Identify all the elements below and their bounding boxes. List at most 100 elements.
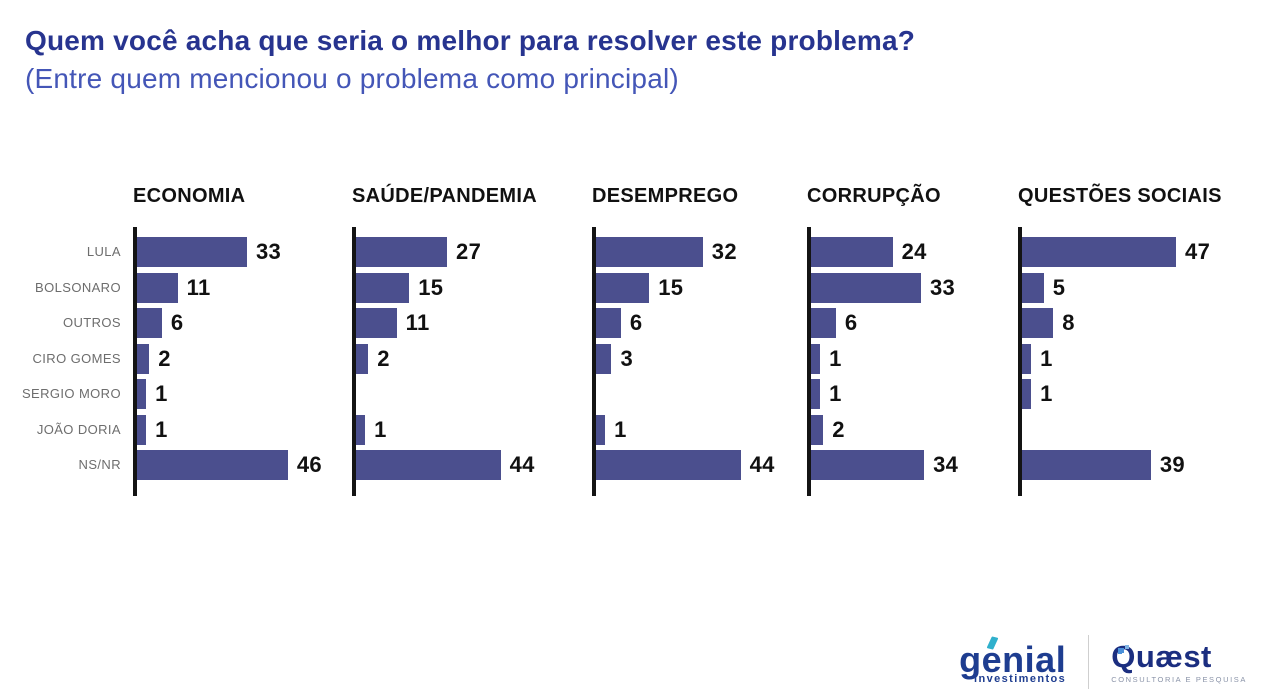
bar (596, 237, 703, 267)
bar-row: 6 (596, 308, 832, 338)
bar-row: 33 (811, 272, 1047, 303)
bar-row: 11 (137, 272, 373, 303)
bar-value-label: 3 (620, 345, 633, 371)
small-multiples-bar-charts: LULA BOLSONARO OUTROS CIRO GOMES SERGIO MORO… (0, 185, 1261, 505)
bar (137, 343, 150, 374)
bar-row: 2 (137, 343, 373, 374)
bar-value-label: 1 (614, 416, 627, 442)
bar-value-label: 32 (711, 239, 737, 264)
slide-header: Quem você acha que seria o melhor para r… (25, 22, 1235, 98)
bar-value-label: 1 (155, 416, 168, 442)
category-label: SERGIO MORO (21, 386, 121, 401)
bar-value-label: 44 (749, 452, 775, 477)
bar-value-label: 46 (296, 452, 322, 477)
bar-value-label: 6 (629, 310, 643, 335)
chart-title: DESEMPREGO (592, 185, 739, 207)
bar-row: 24 (811, 237, 1047, 267)
bar-row: 39 (1022, 450, 1258, 480)
bar-row: 6 (137, 308, 373, 338)
bar (356, 343, 369, 374)
chart-desemprego: DESEMPREGO 32 15 6 3 1 44 (592, 185, 832, 496)
logo-divider (1088, 635, 1090, 689)
bar-row: 33 (137, 237, 373, 267)
bar-row: 47 (1022, 237, 1258, 267)
bar-row: 8 (1022, 308, 1258, 338)
category-label: LULA (86, 244, 121, 259)
category-labels: LULA BOLSONARO OUTROS CIRO GOMES SERGIO MORO… (0, 227, 121, 480)
chart-title: SAÚDE/PANDEMIA (352, 185, 537, 207)
bar-value-label: 5 (1052, 274, 1066, 300)
chart-plot: 47 5 8 1 1 39 (1018, 227, 1258, 496)
quaest-logo: Quæst CONSULTORIA E PESQUISA (1111, 641, 1247, 684)
bar-value-label: 1 (829, 345, 842, 371)
page-title: Quem você acha que seria o melhor para r… (25, 25, 916, 56)
chart-economia: ECONOMIA 33 11 6 2 1 1 46 (133, 185, 373, 496)
bar-value-label: 39 (1159, 452, 1185, 477)
chart-corrupcao: CORRUPÇÃO 24 33 6 1 1 2 34 (807, 185, 1047, 496)
bar-row: 34 (811, 450, 1047, 480)
chart-title: ECONOMIA (133, 185, 246, 207)
category-label: OUTROS (62, 315, 121, 330)
bar (1022, 308, 1054, 338)
bar (596, 414, 606, 445)
quaest-q-mosaic-icon (1125, 644, 1130, 649)
bar (356, 414, 366, 445)
chart-title: CORRUPÇÃO (807, 185, 941, 207)
bar-row (1022, 415, 1258, 445)
bar-row: 15 (596, 272, 832, 303)
bar-value-label: 1 (1040, 381, 1053, 406)
bar-value-label: 1 (155, 381, 168, 406)
bar-value-label: 33 (255, 239, 282, 264)
bar-value-label: 2 (832, 416, 845, 442)
genial-wordmark: genial (959, 639, 1067, 680)
bar (356, 237, 448, 267)
quaest-q-mosaic-icon (1122, 652, 1127, 657)
bar (596, 343, 612, 374)
bar-row: 1 (137, 414, 373, 445)
bar-value-label: 15 (658, 274, 684, 300)
bar (811, 308, 836, 338)
genial-tagline: investimentos (974, 673, 1067, 685)
bar-value-label: 1 (829, 381, 842, 406)
bar-row (596, 379, 832, 409)
category-label: BOLSONARO (35, 279, 121, 295)
bar-row: 6 (811, 308, 1047, 338)
bar-row: 1 (137, 379, 373, 409)
bar-value-label: 44 (509, 452, 535, 477)
bar-value-label: 33 (929, 274, 956, 300)
bar-row: 1 (811, 379, 1047, 409)
bar-row: 3 (596, 343, 832, 374)
bar-row: 15 (356, 272, 592, 303)
bar-value-label: 24 (901, 239, 927, 264)
bar (811, 414, 824, 445)
category-label: NS/NR (78, 457, 121, 472)
bar (811, 343, 821, 374)
bar-row (356, 379, 592, 409)
bar (596, 272, 650, 303)
bar-value-label: 1 (374, 416, 387, 442)
bar (356, 272, 410, 303)
bar-row: 1 (1022, 379, 1258, 409)
bar (137, 308, 162, 338)
bar-row: 1 (811, 343, 1047, 374)
bar (1022, 343, 1032, 374)
bar-row: 5 (1022, 272, 1258, 303)
bar-row: 44 (356, 450, 592, 480)
bar (1022, 450, 1151, 480)
bar-row: 1 (1022, 343, 1258, 374)
bar (1022, 237, 1177, 267)
bar (596, 450, 741, 480)
bar (811, 450, 925, 480)
bar (137, 237, 247, 267)
chart-plot: 24 33 6 1 1 2 34 (807, 227, 1047, 496)
bar-value-label: 11 (186, 274, 211, 300)
quaest-wordmark: Quæst (1111, 641, 1247, 672)
chart-plot: 33 11 6 2 1 1 46 (133, 227, 373, 496)
bar-row: 32 (596, 237, 832, 267)
bar-value-label: 11 (405, 310, 430, 335)
bar-row: 1 (356, 414, 592, 445)
bar-row: 46 (137, 450, 373, 480)
bar (356, 450, 501, 480)
page-subtitle: (Entre quem mencionou o problema como pr… (25, 63, 679, 94)
bar-value-label: 6 (170, 310, 184, 335)
